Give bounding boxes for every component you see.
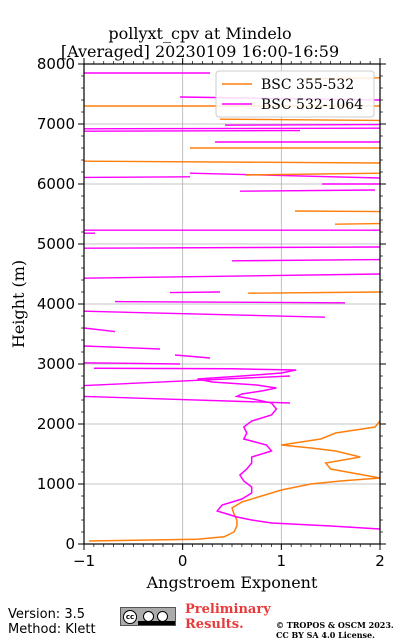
profile-detail-magenta bbox=[83, 176, 191, 179]
legend: BSC 355-532 BSC 532-1064 bbox=[215, 70, 375, 118]
profile-detail-magenta bbox=[83, 246, 381, 249]
profile-detail-orange bbox=[219, 118, 381, 122]
license-text: CC BY SA 4.0 License. bbox=[276, 630, 375, 640]
cc-license-icon: cc bbox=[120, 607, 176, 626]
y-tick-label: 4000 bbox=[37, 295, 75, 313]
profile-detail-magenta bbox=[83, 129, 301, 132]
profile-detail-magenta bbox=[174, 354, 211, 359]
copyright-text: © TROPOS & OSCM 2023. bbox=[276, 620, 394, 630]
profile-detail-magenta bbox=[83, 273, 381, 279]
profile-detail-magenta bbox=[169, 291, 221, 294]
series-bsc-355-532 bbox=[88, 420, 381, 542]
profile-detail-magenta bbox=[83, 395, 291, 404]
y-axis-label: Height (m) bbox=[9, 260, 28, 348]
profile-detail-magenta bbox=[83, 375, 291, 387]
cc-strip bbox=[138, 621, 175, 625]
series-bsc-532-1064 bbox=[93, 367, 381, 530]
profile-detail-magenta bbox=[83, 345, 161, 350]
y-tick-label: 2000 bbox=[37, 415, 75, 433]
legend-box bbox=[215, 70, 375, 118]
profile-detail-magenta bbox=[83, 327, 116, 333]
profile-detail-magenta bbox=[83, 362, 181, 365]
cc-logo-icon: cc bbox=[123, 610, 137, 624]
profile-detail-orange bbox=[294, 210, 381, 213]
y-tick-label: 8000 bbox=[37, 55, 75, 73]
profile-detail-orange bbox=[244, 172, 381, 176]
profile-detail-magenta bbox=[114, 300, 346, 304]
x-axis-label: Angstroem Exponent bbox=[146, 573, 318, 592]
y-tick-label: 3000 bbox=[37, 355, 75, 373]
x-tick-label: −1 bbox=[73, 552, 95, 570]
profile-detail-orange bbox=[334, 222, 381, 225]
y-tick-label: 0 bbox=[65, 535, 75, 553]
profile-detail-orange bbox=[247, 291, 381, 294]
version-text: Version: 3.5 bbox=[8, 607, 85, 622]
profile-detail-lines bbox=[83, 72, 381, 404]
profile-detail-magenta bbox=[239, 189, 376, 192]
preliminary-label: Preliminary bbox=[185, 602, 271, 617]
legend-label-bsc-532-1064: BSC 532-1064 bbox=[261, 97, 363, 113]
results-label: Results. bbox=[185, 617, 244, 632]
profile-detail-magenta bbox=[231, 258, 381, 262]
legend-label-bsc-355-532: BSC 355-532 bbox=[261, 77, 354, 93]
profile-detail-magenta bbox=[189, 172, 381, 179]
y-tick-label: 7000 bbox=[37, 115, 75, 133]
chart-title: pollyxt_cpv at Mindelo bbox=[108, 24, 292, 43]
profile-detail-magenta bbox=[224, 123, 381, 126]
profile-detail-orange bbox=[83, 160, 381, 164]
y-tick-label: 6000 bbox=[37, 175, 75, 193]
y-tick-label: 5000 bbox=[37, 235, 75, 253]
method-text: Method: Klett bbox=[8, 622, 96, 637]
profile-detail-magenta bbox=[83, 127, 381, 130]
grid bbox=[83, 63, 381, 545]
profile-detail-magenta bbox=[83, 310, 326, 318]
x-tick-label: 2 bbox=[375, 552, 385, 570]
y-tick-label: 1000 bbox=[37, 475, 75, 493]
axis-ticks bbox=[78, 58, 386, 550]
x-tick-label: 1 bbox=[277, 552, 287, 570]
x-tick-label: 0 bbox=[178, 552, 188, 570]
series-lines bbox=[88, 367, 381, 542]
chart-subtitle: [Averaged] 20230109 16:00-16:59 bbox=[60, 42, 340, 61]
